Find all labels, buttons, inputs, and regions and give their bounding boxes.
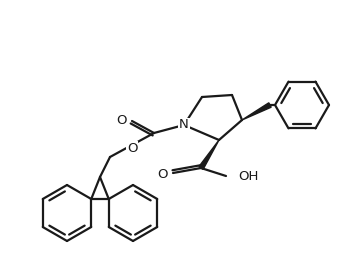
Text: N: N [179,118,189,132]
Text: O: O [127,142,137,154]
Polygon shape [242,103,271,120]
Polygon shape [199,140,219,169]
Text: O: O [116,114,127,128]
Text: O: O [158,169,168,181]
Text: OH: OH [238,169,258,183]
